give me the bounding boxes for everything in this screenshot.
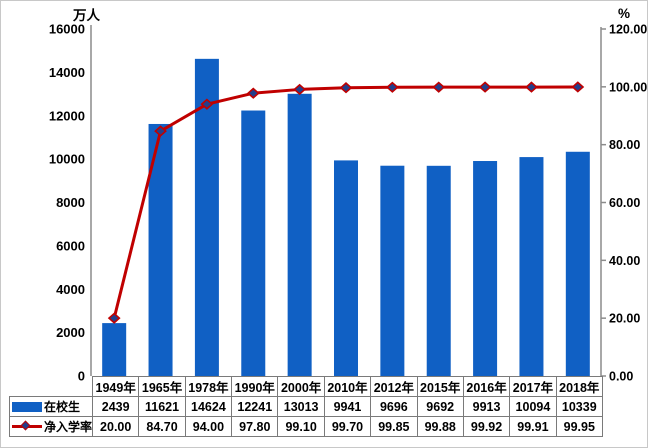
value-cell-在校生: 9941 [323, 396, 372, 417]
bar-2018年 [565, 151, 590, 376]
bar-2015年 [426, 165, 451, 376]
year-header-cell: 2018年 [555, 376, 603, 397]
left-axis-tick-label: 6000 [56, 238, 85, 253]
value-cell-在校生: 12241 [231, 396, 279, 417]
line-marker-2016年 [478, 81, 492, 93]
value-cell-净入学率: 20.00 [92, 416, 140, 437]
right-axis-tick-label: 20.00 [609, 312, 640, 326]
right-axis-tick-label: 40.00 [609, 254, 640, 268]
value-cell-净入学率: 99.88 [416, 416, 464, 437]
value-cell-在校生: 2439 [92, 396, 140, 417]
legend-label: 在校生 [44, 400, 81, 414]
value-cell-净入学率: 99.10 [277, 416, 325, 437]
legend-cell-在校生: 在校生 [8, 396, 94, 417]
year-header-cell: 2017年 [509, 376, 557, 397]
value-cell-净入学率: 99.91 [509, 416, 557, 437]
line-marker-1990年 [246, 87, 260, 99]
value-cell-在校生: 10094 [509, 396, 557, 417]
line-marker-1978年 [200, 98, 214, 110]
year-header-cell: 2015年 [416, 376, 464, 397]
value-cell-在校生: 14624 [184, 396, 233, 417]
year-header-cell: 2010年 [323, 376, 372, 397]
bar-1978年 [194, 58, 219, 376]
year-header-cell: 2012年 [370, 376, 418, 397]
line-marker-2018年 [571, 81, 585, 93]
table-corner-cell [10, 377, 93, 397]
bar-1990年 [241, 110, 266, 376]
line-marker-2010年 [339, 82, 353, 94]
value-cell-在校生: 10339 [555, 396, 603, 417]
left-axis-tick-label: 16000 [49, 22, 85, 37]
line-marker-2015年 [432, 81, 446, 93]
left-axis-title: 万人 [73, 8, 100, 23]
value-cell-在校生: 13013 [277, 396, 325, 417]
right-axis-tick-label: 60.00 [609, 196, 640, 210]
line-marker-2017年 [525, 81, 538, 93]
legend-label: 净入学率 [44, 420, 93, 434]
value-cell-净入学率: 97.80 [231, 416, 279, 437]
year-header-cell: 1965年 [138, 376, 186, 397]
bar-1949年 [102, 323, 127, 376]
year-header-cell: 1978年 [184, 376, 233, 397]
right-axis-tick-label: 0.00 [609, 370, 633, 384]
left-axis-tick-label: 2000 [56, 325, 85, 340]
line-marker-1949年 [107, 312, 121, 324]
left-axis-tick-label: 10000 [49, 152, 85, 167]
right-axis-tick-label: 80.00 [609, 138, 640, 152]
value-cell-净入学率: 84.70 [138, 416, 186, 437]
line-marker-2000年 [293, 83, 307, 96]
legend-cell-净入学率: 净入学率 [8, 416, 94, 437]
value-cell-在校生: 11621 [138, 396, 186, 417]
value-cell-净入学率: 99.92 [462, 416, 511, 437]
left-axis-tick-label: 0 [78, 369, 85, 384]
left-axis-tick-label: 14000 [49, 65, 85, 80]
bar-legend-swatch-icon [12, 401, 42, 412]
value-cell-净入学率: 99.70 [323, 416, 372, 437]
bar-2012年 [380, 165, 405, 376]
left-axis-tick-label: 8000 [56, 195, 85, 210]
bar-2000年 [287, 93, 312, 376]
value-cell-在校生: 9913 [462, 396, 511, 417]
year-header-cell: 1949年 [92, 376, 140, 397]
left-axis-tick-label: 12000 [49, 108, 85, 123]
value-cell-净入学率: 99.85 [370, 416, 418, 437]
right-axis-title: % [618, 6, 631, 21]
bar-2017年 [519, 157, 544, 376]
left-axis-tick-label: 4000 [56, 282, 85, 297]
line-legend-swatch-icon [12, 420, 42, 433]
chart-data-table: 1949年 1965年 1978年 1990年 2000年 2010年 2012年 2015年… [8, 376, 603, 437]
year-header-cell: 2000年 [277, 376, 325, 397]
year-header-cell: 2016年 [462, 376, 511, 397]
line-marker-1965年 [154, 125, 167, 137]
value-cell-净入学率: 99.95 [555, 416, 603, 437]
line-marker-2012年 [385, 81, 399, 93]
bar-2010年 [334, 160, 358, 376]
value-cell-净入学率: 94.00 [184, 416, 233, 437]
bar-2016年 [473, 161, 498, 376]
right-axis-tick-label: 120.00 [609, 23, 647, 37]
right-axis-tick-label: 100.00 [609, 80, 647, 94]
value-cell-在校生: 9696 [370, 396, 418, 417]
year-header-cell: 1990年 [231, 376, 279, 397]
value-cell-在校生: 9692 [416, 396, 464, 417]
